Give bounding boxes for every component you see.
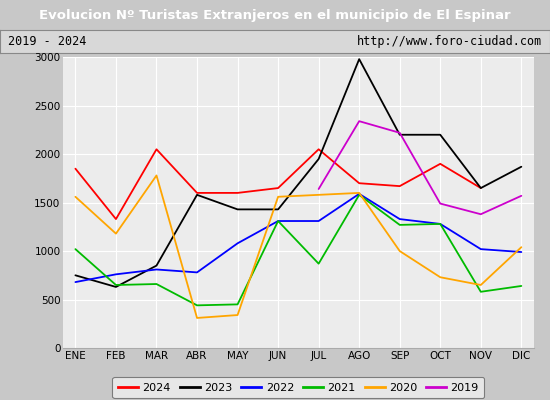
Text: http://www.foro-ciudad.com: http://www.foro-ciudad.com [356,35,542,48]
Legend: 2024, 2023, 2022, 2021, 2020, 2019: 2024, 2023, 2022, 2021, 2020, 2019 [112,377,485,398]
Text: Evolucion Nº Turistas Extranjeros en el municipio de El Espinar: Evolucion Nº Turistas Extranjeros en el … [39,8,511,22]
Text: 2019 - 2024: 2019 - 2024 [8,35,87,48]
